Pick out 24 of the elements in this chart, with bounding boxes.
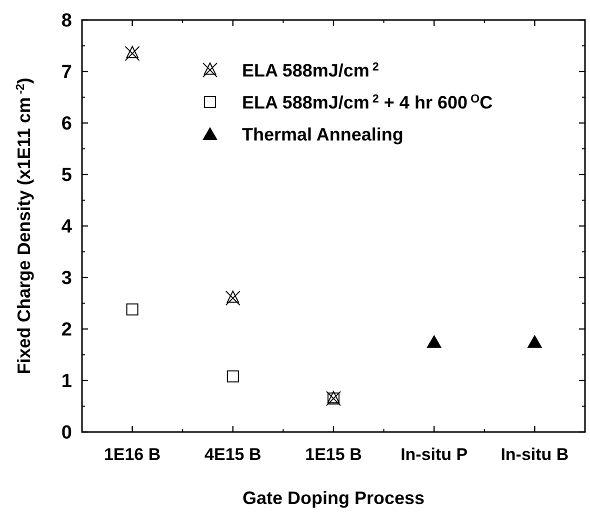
- x-tick-label: In-situ P: [400, 445, 468, 464]
- x-axis-title: Gate Doping Process: [242, 488, 425, 508]
- legend-label: Thermal Annealing: [242, 124, 404, 144]
- y-tick-label: 0: [61, 422, 72, 444]
- legend-label: ELA 588mJ/cm$^{2}$ + 4 hr 600$^{O}$C: [242, 92, 493, 112]
- y-tick-label: 4: [61, 216, 72, 238]
- x-tick-label: 1E15 B: [305, 445, 362, 464]
- y-tick-label: 6: [61, 114, 72, 135]
- point: [527, 334, 542, 348]
- y-tick-label: 3: [61, 268, 72, 290]
- y-tick-label: 5: [61, 165, 72, 186]
- point: [126, 303, 138, 316]
- y-tick-label: 2: [61, 320, 72, 341]
- y-tick-label: 7: [61, 62, 72, 84]
- x-tick-label: In-situ B: [500, 445, 569, 464]
- point: [426, 334, 442, 348]
- x-tick-label: 4E15 B: [204, 445, 262, 464]
- legend-label: ELA 588mJ/cm$^{2}$: [242, 60, 380, 80]
- y-tick-label: 8: [61, 10, 72, 32]
- point: [226, 370, 239, 382]
- y-tick-label: 1: [61, 371, 72, 392]
- x-tick-label: 1E16 B: [104, 445, 161, 464]
- point: [124, 46, 140, 61]
- point: [225, 290, 240, 306]
